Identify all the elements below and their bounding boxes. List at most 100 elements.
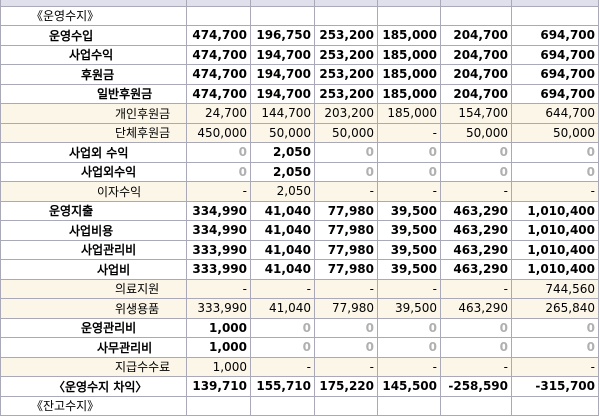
column-header-row <box>0 0 599 7</box>
value-cell: 196,750 <box>250 25 315 46</box>
value-cell: 333,990 <box>186 298 251 319</box>
value-cell: 185,000 <box>377 64 441 85</box>
value-cell: 185,000 <box>377 25 441 46</box>
value-cell: 474,700 <box>186 25 251 46</box>
value-cell: 41,040 <box>250 298 315 319</box>
value-cell: 50,000 <box>440 122 512 143</box>
value-cell: 1,000 <box>186 356 251 377</box>
value-cell: 194,700 <box>250 44 315 65</box>
value-cell: 253,200 <box>314 25 378 46</box>
value-cell: 265,840 <box>511 298 599 319</box>
value-cell: 155,710 <box>250 376 315 397</box>
value-cell: 450,000 <box>186 122 251 143</box>
table-row: 개인후원금 24,700 144,700 203,200 185,000 154,700 6… <box>0 103 599 124</box>
value-cell: - <box>377 181 441 202</box>
value-cell: 0 <box>186 161 251 182</box>
value-cell: 0 <box>511 317 599 338</box>
value-cell: 0 <box>511 337 599 358</box>
value-cell: 77,980 <box>314 220 378 241</box>
empty-cell <box>440 395 512 416</box>
value-cell: 644,700 <box>511 103 599 124</box>
value-cell: 0 <box>314 142 378 163</box>
value-cell: 463,290 <box>440 259 512 280</box>
value-cell: 0 <box>511 161 599 182</box>
value-cell: 694,700 <box>511 44 599 65</box>
value-cell: 0 <box>377 337 441 358</box>
value-cell: 194,700 <box>250 64 315 85</box>
value-cell: 41,040 <box>250 220 315 241</box>
value-cell: - <box>377 356 441 377</box>
value-cell: 194,700 <box>250 83 315 104</box>
value-cell: 253,200 <box>314 83 378 104</box>
footer-section-title: 《잔고수지》 <box>0 395 187 416</box>
value-cell: 39,500 <box>377 239 441 260</box>
row-label: 개인후원금 <box>0 103 187 124</box>
value-cell: 463,290 <box>440 220 512 241</box>
value-cell: 50,000 <box>250 122 315 143</box>
value-cell: - <box>314 181 378 202</box>
value-cell: 0 <box>440 337 512 358</box>
row-label: 운영수입 <box>0 25 187 46</box>
table-row: 〈운영수지 차익〉 139,710 155,710 175,220 145,500 -25… <box>0 376 599 397</box>
value-cell: 474,700 <box>186 83 251 104</box>
value-cell: 1,010,400 <box>511 220 599 241</box>
empty-cell <box>250 395 315 416</box>
table-row: 사업관리비 333,990 41,040 77,980 39,500 463,290 1,0… <box>0 239 599 260</box>
value-cell: 77,980 <box>314 239 378 260</box>
value-cell: 144,700 <box>250 103 315 124</box>
value-cell: 185,000 <box>377 103 441 124</box>
value-cell: - <box>250 278 315 299</box>
empty-cell <box>314 395 378 416</box>
value-cell: 334,990 <box>186 200 251 221</box>
row-label: 사무관리비 <box>0 337 187 358</box>
value-cell: 0 <box>250 317 315 338</box>
value-cell: 694,700 <box>511 83 599 104</box>
value-cell: 744,560 <box>511 278 599 299</box>
value-cell: 24,700 <box>186 103 251 124</box>
value-cell: 1,010,400 <box>511 259 599 280</box>
row-label: 사업외수익 <box>0 161 187 182</box>
value-cell: 0 <box>377 142 441 163</box>
table-row: 사무관리비 1,000 0 0 0 0 0 <box>0 337 599 358</box>
value-cell: 2,050 <box>250 181 315 202</box>
value-cell: 463,290 <box>440 298 512 319</box>
table-row: 운영수입 474,700 196,750 253,200 185,000 204,700 6… <box>0 25 599 46</box>
value-cell: 39,500 <box>377 298 441 319</box>
value-cell: - <box>377 278 441 299</box>
row-label: 이자수익 <box>0 181 187 202</box>
value-cell: - <box>314 356 378 377</box>
value-cell: 41,040 <box>250 259 315 280</box>
row-label: 사업수익 <box>0 44 187 65</box>
value-cell: 50,000 <box>511 122 599 143</box>
value-cell: 77,980 <box>314 298 378 319</box>
value-cell: 154,700 <box>440 103 512 124</box>
table-row: 운영관리비 1,000 0 0 0 0 0 <box>0 317 599 338</box>
value-cell: 39,500 <box>377 220 441 241</box>
value-cell: -315,700 <box>511 376 599 397</box>
value-cell: - <box>440 278 512 299</box>
table-row: 운영지출 334,990 41,040 77,980 39,500 463,290 1,01… <box>0 200 599 221</box>
value-cell: 204,700 <box>440 44 512 65</box>
value-cell: 2,050 <box>250 161 315 182</box>
row-label: 〈운영수지 차익〉 <box>0 376 187 397</box>
value-cell: 0 <box>314 337 378 358</box>
row-label: 지급수수료 <box>0 356 187 377</box>
value-cell: - <box>377 122 441 143</box>
empty-cell <box>511 395 599 416</box>
value-cell: - <box>186 181 251 202</box>
value-cell: 175,220 <box>314 376 378 397</box>
value-cell: - <box>440 356 512 377</box>
value-cell: 253,200 <box>314 44 378 65</box>
value-cell: - <box>440 181 512 202</box>
value-cell: 41,040 <box>250 239 315 260</box>
value-cell: 0 <box>440 161 512 182</box>
row-label: 사업비 <box>0 259 187 280</box>
value-cell: 474,700 <box>186 64 251 85</box>
table-row: 사업비용 334,990 41,040 77,980 39,500 463,290 1,01… <box>0 220 599 241</box>
value-cell: 185,000 <box>377 44 441 65</box>
value-cell: - <box>250 356 315 377</box>
value-cell: 77,980 <box>314 259 378 280</box>
value-cell: 0 <box>250 337 315 358</box>
value-cell: 1,010,400 <box>511 239 599 260</box>
